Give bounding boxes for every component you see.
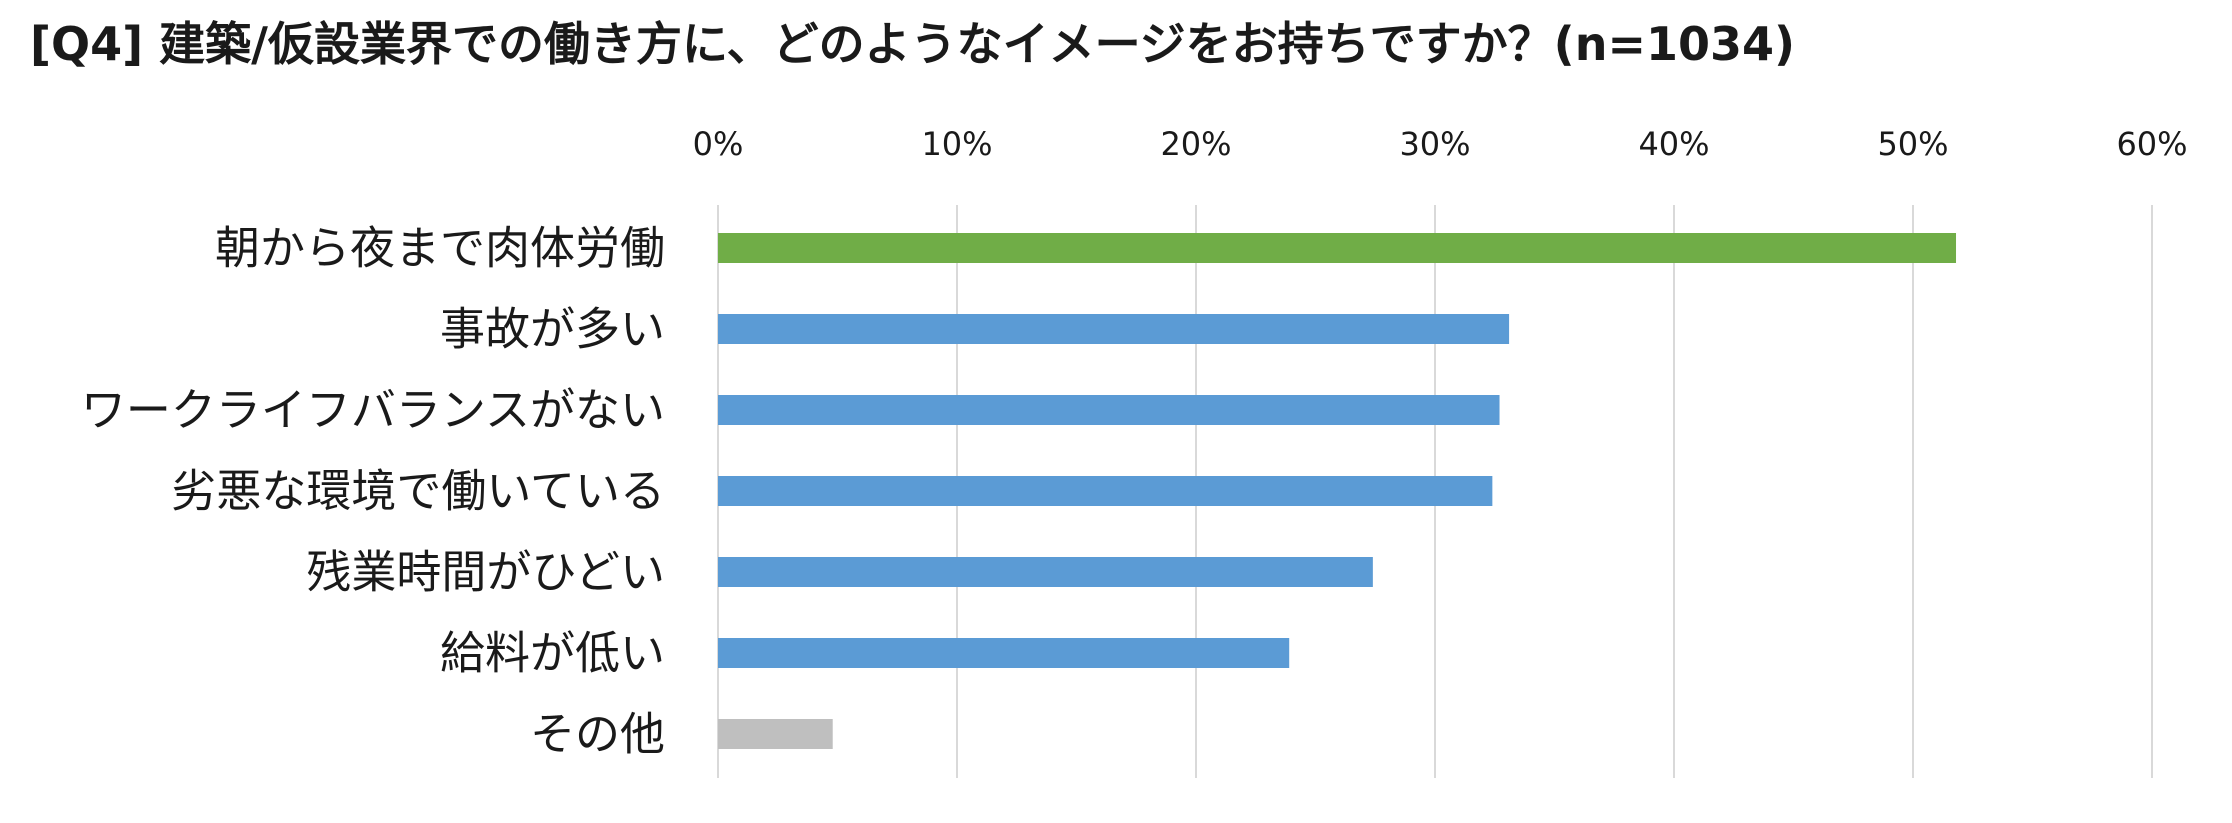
bar [718,233,1957,263]
bar [718,395,1500,425]
x-tick-label: 30% [1399,125,1470,163]
category-label: その他 [530,708,665,761]
category-label: 事故が多い [440,303,665,356]
category-labels: 朝から夜まで肉体労働事故が多いワークライフバランスがない劣悪な環境で働いている残… [81,222,665,761]
bar [718,476,1493,506]
x-tick-label: 10% [921,125,992,163]
category-label: 残業時間がひどい [306,546,665,599]
bar [718,719,833,749]
x-axis-tick-labels: 0% 10% 20% 30% 40% 50% 60% [693,125,2188,163]
x-tick-label: 40% [1638,125,1709,163]
category-label: 給料が低い [440,627,665,680]
category-label: ワークライフバランスがない [81,384,665,437]
bar [718,638,1290,668]
bar [718,557,1373,587]
bars [718,233,1957,749]
x-tick-label: 20% [1160,125,1231,163]
x-tick-label: 60% [2116,125,2187,163]
bar [718,314,1510,344]
x-tick-label: 0% [693,125,744,163]
category-label: 劣悪な環境で働いている [171,465,665,518]
chart-title: [Q4] 建築/仮設業界での働き方に、どのようなイメージをお持ちですか？(n=1… [30,17,1796,71]
category-label: 朝から夜まで肉体労働 [215,222,665,275]
x-tick-label: 50% [1877,125,1948,163]
